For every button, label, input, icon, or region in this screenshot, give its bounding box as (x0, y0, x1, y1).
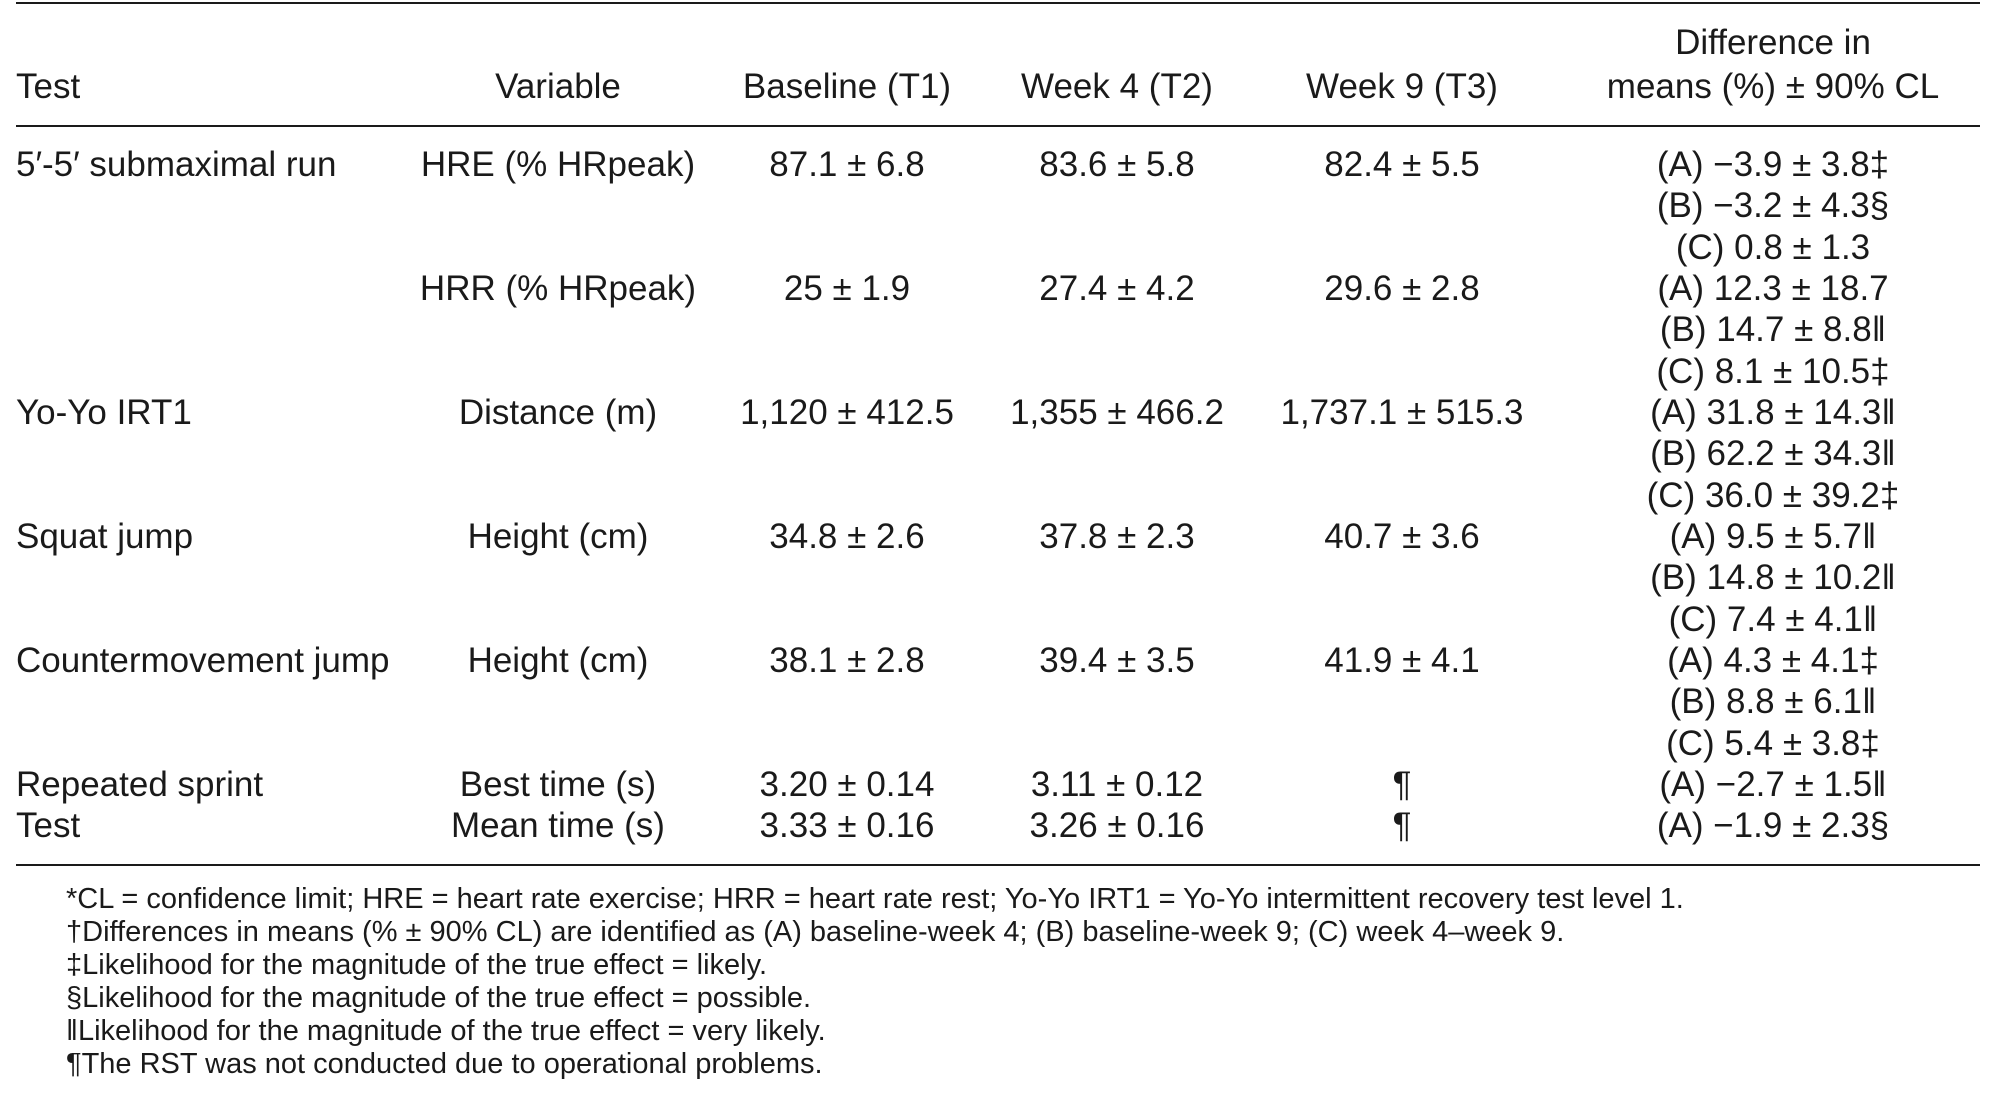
cell-variable: Height (cm) (467, 517, 649, 556)
cell-difference-a: (A) 31.8 ± 14.3‖ (1650, 393, 1896, 432)
cell-difference-a: (A) 12.3 ± 18.7 (1657, 269, 1889, 308)
cell-week9: 1,737.1 ± 515.3 (1280, 393, 1524, 432)
cell-difference-c: (C) 0.8 ± 1.3 (1675, 228, 1871, 267)
cell-difference-c: (C) 36.0 ± 39.2‡ (1646, 476, 1900, 515)
cell-baseline: 25 ± 1.9 (783, 269, 911, 308)
cell-difference-a: (A) −2.7 ± 1.5‖ (1659, 765, 1887, 804)
cell-baseline: 1,120 ± 412.5 (740, 393, 954, 432)
cell-difference-a: (A) 4.3 ± 4.1‡ (1667, 641, 1879, 680)
cell-variable: Mean time (s) (451, 806, 665, 845)
cell-week9: ¶ (1392, 765, 1412, 804)
cell-week4: 1,355 ± 466.2 (1010, 393, 1224, 432)
cell-baseline: 3.20 ± 0.14 (759, 765, 935, 804)
cell-difference-b: (B) 14.8 ± 10.2‖ (1650, 558, 1896, 597)
cell-baseline: 3.33 ± 0.16 (759, 806, 935, 845)
footnote-possible: §Likelihood for the magnitude of the tru… (66, 982, 812, 1014)
test-label-squat-jump: Squat jump (16, 517, 194, 556)
header-rule (16, 125, 1980, 127)
cell-difference-c: (C) 7.4 ± 4.1‖ (1668, 600, 1878, 639)
footnote-cl: *CL = confidence limit; HRE = heart rate… (66, 883, 1684, 915)
test-label-submaximal-run: 5′-5′ submaximal run (16, 145, 337, 184)
cell-variable: Distance (m) (458, 393, 658, 432)
footnote-very-likely: ‖Likelihood for the magnitude of the tru… (66, 1015, 826, 1047)
header-difference-line2: means (%) ± 90% CL (1606, 67, 1940, 106)
header-difference-line1: Difference in (1675, 23, 1871, 62)
cell-week4: 83.6 ± 5.8 (1039, 145, 1195, 184)
test-label-yoyo: Yo-Yo IRT1 (16, 393, 192, 432)
cell-week9: 40.7 ± 3.6 (1324, 517, 1480, 556)
header-baseline: Baseline (T1) (742, 67, 952, 106)
cell-week9: ¶ (1392, 806, 1412, 845)
cell-week9: 41.9 ± 4.1 (1324, 641, 1480, 680)
cell-variable: HRR (% HRpeak) (419, 269, 697, 308)
table-top-rule (16, 2, 1980, 4)
cell-baseline: 38.1 ± 2.8 (769, 641, 925, 680)
footnote-rst: ¶The RST was not conducted due to operat… (66, 1048, 823, 1080)
cell-difference-c: (C) 8.1 ± 10.5‡ (1656, 352, 1890, 391)
cell-week4: 27.4 ± 4.2 (1039, 269, 1195, 308)
header-variable: Variable (495, 67, 621, 106)
footnote-differences: †Differences in means (% ± 90% CL) are i… (66, 916, 1565, 948)
cell-week4: 37.8 ± 2.3 (1039, 517, 1195, 556)
cell-variable: Height (cm) (467, 641, 649, 680)
test-label-repeated-sprint: Repeated sprint (16, 765, 264, 804)
cell-week4: 3.11 ± 0.12 (1030, 765, 1204, 804)
header-week9: Week 9 (T3) (1306, 67, 1498, 106)
test-label-countermovement-jump: Countermovement jump (16, 641, 390, 680)
cell-difference-a: (A) 9.5 ± 5.7‖ (1669, 517, 1877, 556)
cell-week9: 82.4 ± 5.5 (1324, 145, 1480, 184)
cell-baseline: 34.8 ± 2.6 (769, 517, 925, 556)
cell-week4: 3.26 ± 0.16 (1029, 806, 1205, 845)
header-test: Test (16, 67, 81, 106)
cell-difference-b: (B) 62.2 ± 34.3‖ (1650, 434, 1896, 473)
cell-difference-c: (C) 5.4 ± 3.8‡ (1666, 724, 1880, 763)
cell-difference-b: (B) 14.7 ± 8.8‖ (1659, 310, 1887, 349)
cell-difference-b: (B) 8.8 ± 6.1‖ (1669, 682, 1877, 721)
cell-difference-b: (B) −3.2 ± 4.3§ (1656, 186, 1890, 225)
cell-week9: 29.6 ± 2.8 (1324, 269, 1480, 308)
cell-variable: HRE (% HRpeak) (420, 145, 696, 184)
header-week4: Week 4 (T2) (1021, 67, 1213, 106)
cell-week4: 39.4 ± 3.5 (1039, 641, 1195, 680)
test-label-repeated-sprint-test: Test (16, 806, 81, 845)
cell-difference-a: (A) −3.9 ± 3.8‡ (1656, 145, 1890, 184)
table-bottom-rule (16, 864, 1980, 866)
cell-difference-a: (A) −1.9 ± 2.3§ (1656, 806, 1890, 845)
footnote-likely: ‡Likelihood for the magnitude of the tru… (66, 949, 767, 981)
cell-baseline: 87.1 ± 6.8 (769, 145, 925, 184)
cell-variable: Best time (s) (459, 765, 657, 804)
